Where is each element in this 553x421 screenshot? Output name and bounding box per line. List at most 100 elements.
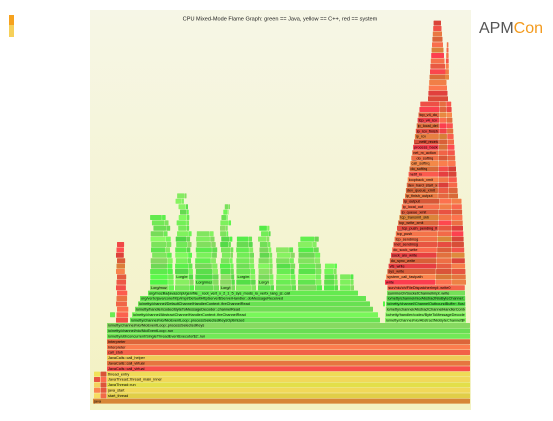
- frame-label: io/netty/util/concurrent/SingleThreadEve…: [108, 335, 205, 339]
- frame: [436, 252, 452, 258]
- frame-label: tcp_v4_do_rcv: [420, 113, 445, 117]
- frame: [211, 242, 216, 247]
- frame: [300, 236, 315, 242]
- frame-label: tcp_write_xmit: [399, 221, 424, 225]
- frame: [266, 236, 270, 242]
- frame: [298, 242, 312, 247]
- frame: [386, 274, 436, 280]
- graph-title: CPU Mixed-Mode Flame Graph: green == Jav…: [183, 16, 378, 22]
- frame: [429, 74, 446, 80]
- frame: [116, 317, 128, 323]
- frame-label: tcp_v4_rcv: [419, 119, 437, 123]
- frame: [438, 193, 449, 199]
- frame-clip: dev_hard_start_xmit: [408, 183, 437, 187]
- frame: [186, 225, 190, 231]
- frame: [276, 279, 291, 285]
- frame-label: vfs_write: [390, 264, 405, 268]
- frame-label: Lorg/mozilla/javascript/Interpreter:.int…: [151, 286, 232, 290]
- frame: [175, 252, 188, 258]
- frame-label: call_softirq: [411, 162, 429, 166]
- frame-clip: io/netty/channel/nio/AbstractNioByteChan…: [386, 318, 465, 322]
- frame: [289, 258, 294, 264]
- frame: [437, 242, 452, 247]
- frame: [315, 279, 322, 285]
- frame-clip: Lorg/mozilla/javascript/gen/file_js:.cal…: [221, 286, 230, 290]
- frame-label: inet_sendmsg: [394, 243, 418, 247]
- frame: [439, 134, 447, 139]
- frame-clip: Lorg/mozilla/javascript/NativeJavaObject…: [196, 281, 211, 285]
- frame: [315, 252, 321, 258]
- frame: [166, 225, 171, 231]
- frame: [221, 215, 227, 220]
- frame: [451, 231, 464, 237]
- frame: [226, 225, 228, 231]
- frame-label: ip_finish_output: [406, 194, 434, 198]
- frame-clip: tcp_write_xmit: [399, 221, 424, 225]
- frame-label: org/mozilla/javascript/gen/file__root_ve…: [149, 291, 290, 295]
- frame: [210, 236, 215, 242]
- frame-label: io/netty/handler/codec/ByteToMessageDeco…: [386, 313, 490, 317]
- frame: [411, 155, 439, 161]
- frame: [107, 328, 470, 334]
- frame: [178, 204, 186, 210]
- frame: [100, 371, 107, 377]
- frame: [298, 279, 316, 285]
- frame: [116, 263, 125, 269]
- frame: [334, 279, 338, 285]
- frame: [448, 177, 457, 183]
- frame: [168, 274, 174, 280]
- frame-clip: io/netty/channel/nio/NioEventLoop:.proce…: [131, 318, 244, 322]
- frame: [439, 209, 452, 215]
- frame-clip: do_sock_write: [393, 248, 417, 252]
- frame: [186, 247, 191, 253]
- frame: [439, 112, 447, 118]
- frame: [445, 58, 449, 64]
- frame: [213, 279, 219, 285]
- frame: [236, 242, 249, 247]
- frame: [258, 263, 270, 269]
- frame: [383, 301, 385, 307]
- frame: [435, 274, 452, 280]
- frame: [451, 269, 466, 274]
- frame: [315, 263, 321, 269]
- frame: [420, 101, 440, 107]
- frame: [187, 242, 192, 247]
- frame: [259, 225, 267, 231]
- logo-primary: APM: [479, 20, 514, 37]
- frame: [211, 258, 216, 264]
- frame: [221, 236, 230, 242]
- frame: [417, 117, 440, 123]
- frame: [184, 193, 187, 199]
- frame: [451, 209, 463, 215]
- icon-top: [9, 15, 14, 25]
- frame: [439, 128, 447, 134]
- frame: [236, 269, 251, 274]
- frame: [451, 263, 466, 269]
- frame: [175, 247, 187, 253]
- frame: [236, 285, 251, 291]
- frame: [195, 247, 212, 253]
- frame: [385, 317, 466, 323]
- frame: [168, 285, 174, 291]
- frame: [451, 247, 465, 253]
- frame: [291, 279, 296, 285]
- frame-label: org/vertx/java/core/http/impl/DefaultHtt…: [141, 297, 283, 301]
- frame: [228, 220, 232, 226]
- frame: [188, 274, 194, 280]
- frame: [405, 193, 438, 199]
- frame: [258, 279, 270, 285]
- frame-clip: Lorg/mozilla/javascript/ScriptableObject…: [259, 281, 269, 285]
- frame-clip: JavaCalls::call_virtual: [108, 367, 145, 371]
- frame: [447, 128, 454, 134]
- frame: [152, 252, 167, 258]
- frame-label: do_sync_write: [391, 259, 415, 263]
- frame: [248, 242, 253, 247]
- frame: [276, 274, 291, 280]
- frame: [350, 279, 354, 285]
- frame: [446, 112, 452, 118]
- frame: [230, 247, 234, 253]
- frame: [452, 279, 466, 285]
- frame: [153, 225, 166, 231]
- frame-label: ip_rcv_finish: [417, 129, 438, 133]
